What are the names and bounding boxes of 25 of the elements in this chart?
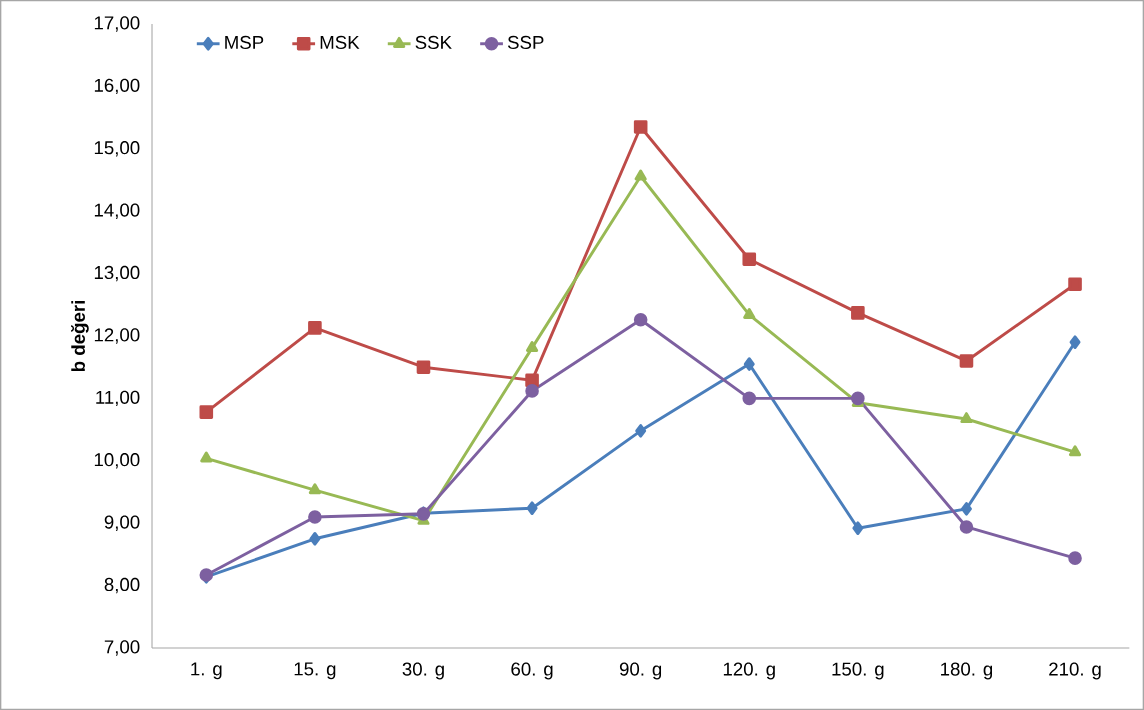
y-tick-label: 14,00	[94, 203, 140, 219]
x-tick-label: 15. g	[294, 662, 336, 680]
x-tick-label: 210. g	[1049, 662, 1101, 680]
legend-label: MSP	[225, 35, 264, 50]
y-tick-label: 16,00	[94, 78, 140, 95]
x-tick-label: 90. g	[619, 662, 662, 680]
legend-label: MSK	[320, 35, 360, 50]
y-axis-title: b değeri	[71, 301, 89, 372]
y-tick-label: 10,00	[94, 453, 140, 469]
legend-label: SSP	[507, 35, 544, 50]
y-tick-label: 17,00	[94, 16, 140, 32]
x-tick-label: 150. g	[832, 662, 884, 680]
y-tick-label: 8,00	[104, 577, 140, 594]
y-tick-label: 7,00	[104, 640, 140, 656]
x-tick-label: 60. g	[511, 662, 553, 680]
y-tick-label: 12,00	[94, 328, 140, 344]
x-tick-label: 120. g	[723, 662, 775, 680]
x-tick-label: 1. g	[191, 662, 222, 680]
y-tick-label: 13,00	[94, 265, 140, 282]
y-tick-label: 15,00	[94, 141, 140, 157]
x-tick-label: 30. g	[402, 662, 444, 680]
y-tick-label: 11,00	[96, 390, 140, 407]
x-tick-label: 180. g	[941, 662, 993, 680]
legend-label: SSK	[415, 35, 452, 50]
y-tick-label: 9,00	[104, 515, 140, 531]
